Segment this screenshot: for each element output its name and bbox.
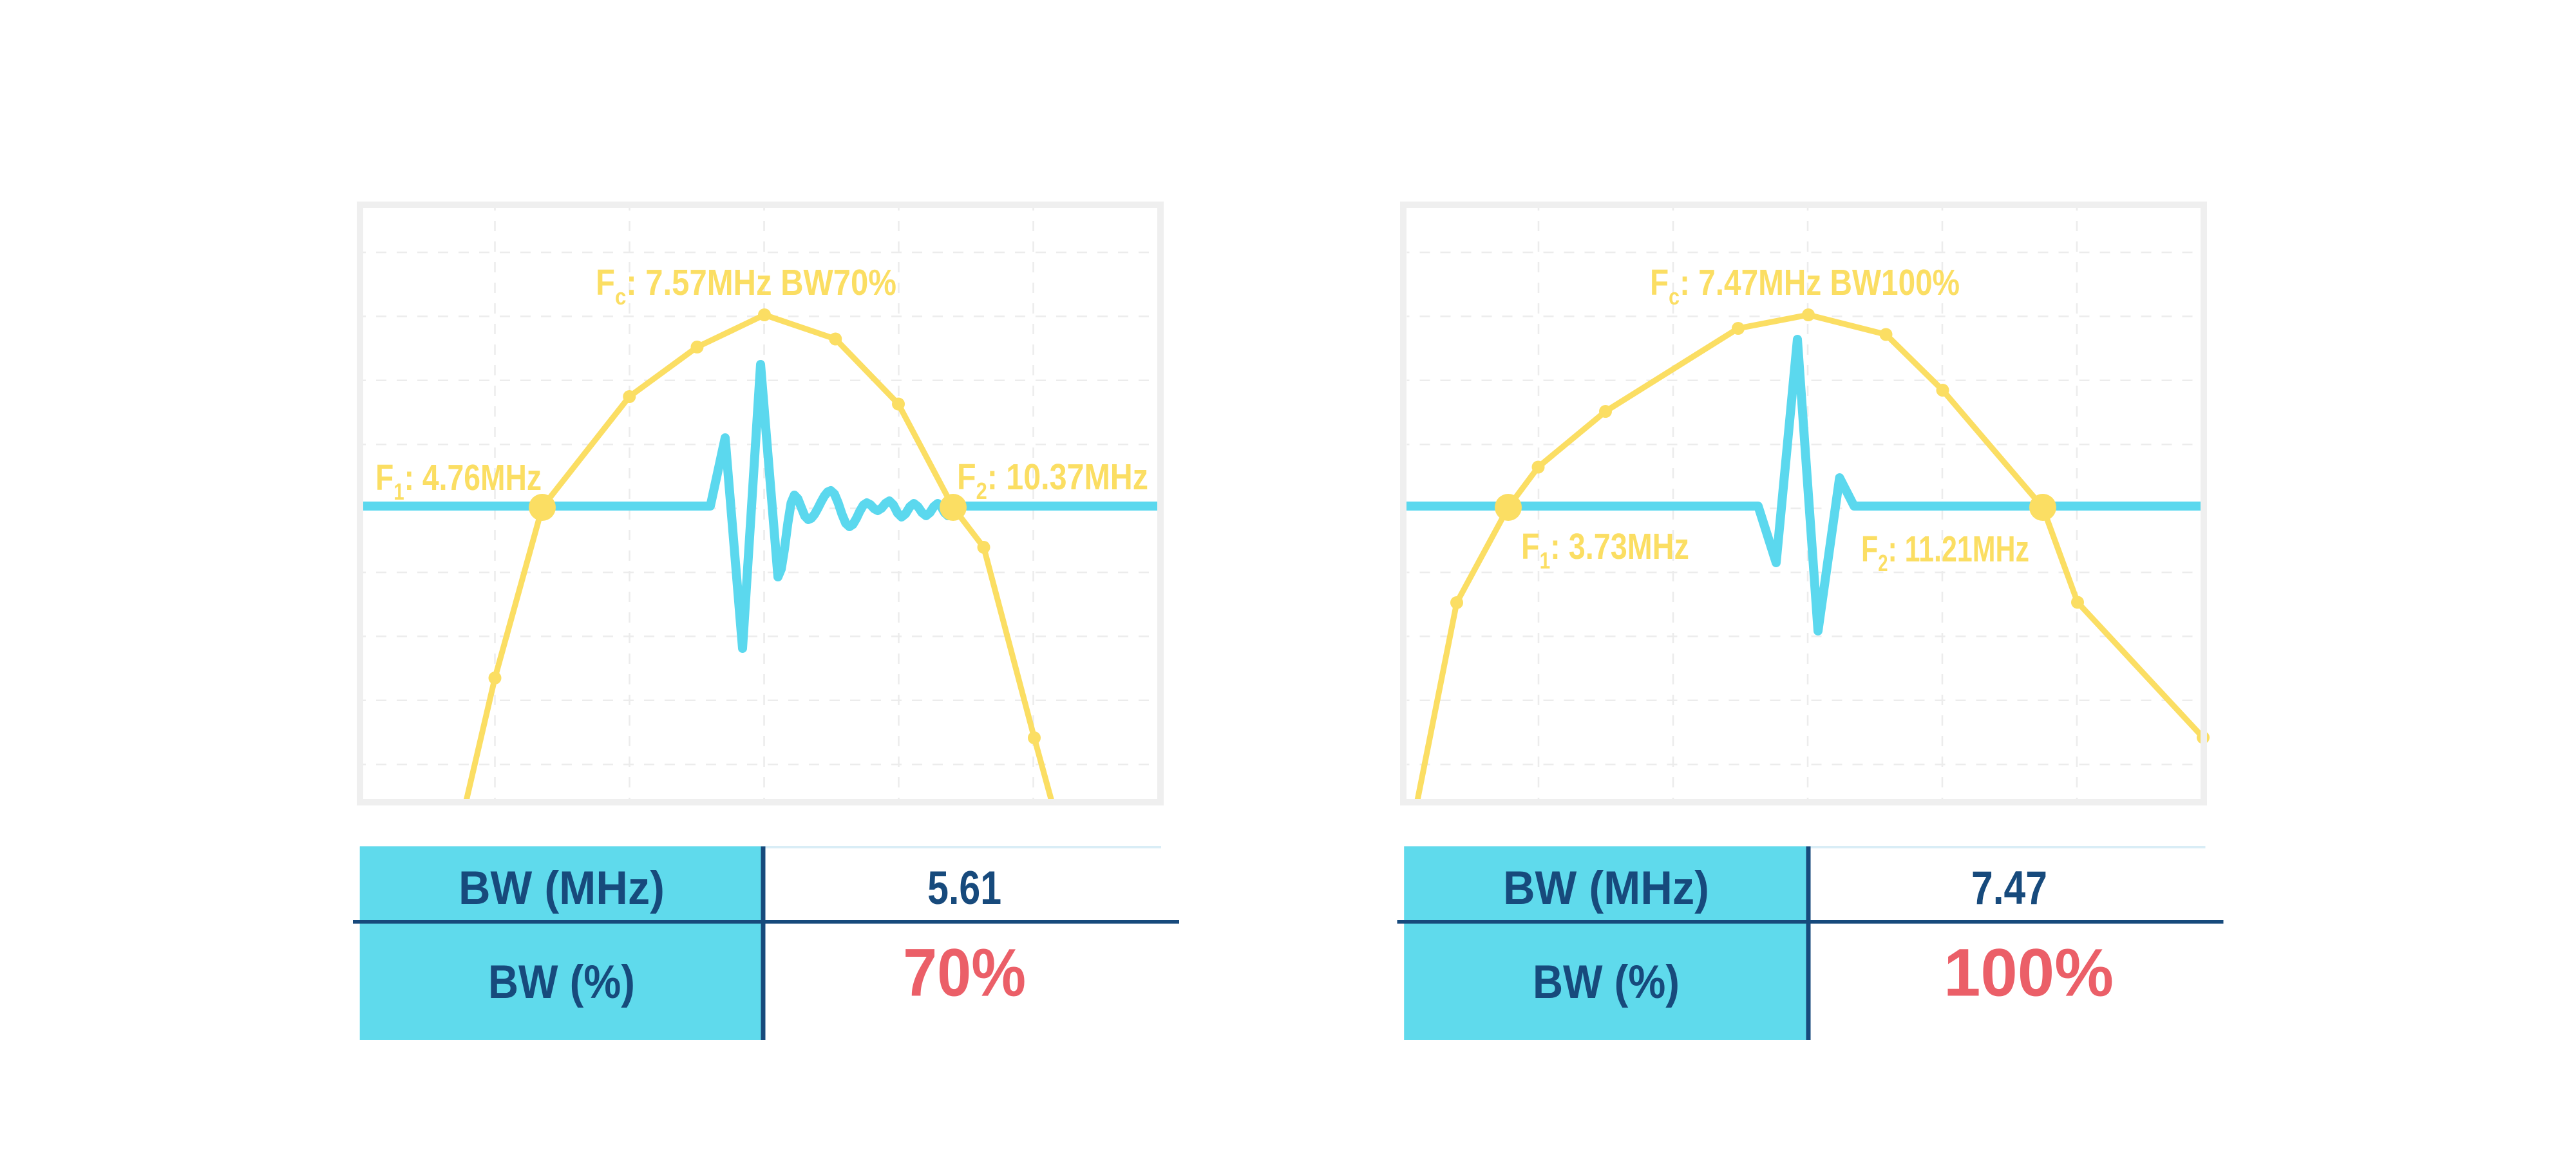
- svg-text:F1: 3.73MHz: F1: 3.73MHz: [1521, 526, 1689, 574]
- svg-text:Fc: 7.57MHz BW70%: Fc: 7.57MHz BW70%: [596, 263, 896, 310]
- svg-text:5.61: 5.61: [927, 862, 1001, 914]
- svg-text:F1: 4.76MHz: F1: 4.76MHz: [375, 457, 542, 505]
- svg-text:F2: 10.37MHz: F2: 10.37MHz: [957, 457, 1148, 505]
- svg-text:BW (MHz): BW (MHz): [459, 862, 665, 914]
- svg-text:Fc: 7.47MHz BW100%: Fc: 7.47MHz BW100%: [1650, 263, 1960, 310]
- svg-text:7.47: 7.47: [1971, 862, 2047, 914]
- svg-text:BW (%): BW (%): [488, 956, 635, 1008]
- svg-text:BW (%): BW (%): [1533, 956, 1680, 1008]
- svg-text:70%: 70%: [903, 936, 1026, 1011]
- svg-text:100%: 100%: [1944, 936, 2114, 1011]
- svg-text:BW (MHz): BW (MHz): [1503, 862, 1709, 914]
- svg-text:F2: 11.21MHz: F2: 11.21MHz: [1861, 529, 2029, 576]
